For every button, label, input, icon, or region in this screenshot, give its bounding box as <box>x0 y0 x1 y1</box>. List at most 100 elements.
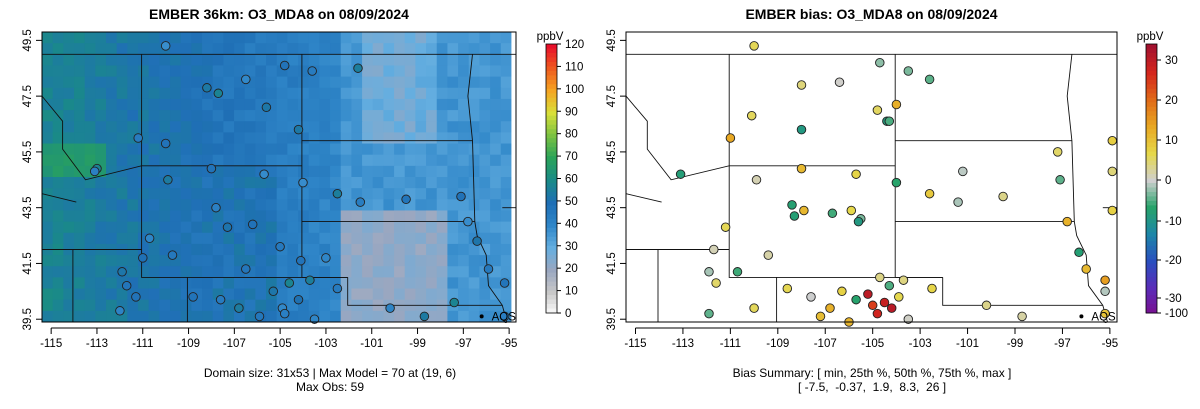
model-cell <box>308 210 320 223</box>
model-cell <box>276 76 288 89</box>
model-cell <box>394 32 406 44</box>
model-cell <box>170 43 182 55</box>
model-cell <box>106 210 118 223</box>
model-cell <box>191 177 203 189</box>
x-tick-label: -103 <box>909 338 932 350</box>
model-cell <box>202 310 214 322</box>
model-cell <box>372 310 384 322</box>
model-cell <box>116 310 128 322</box>
model-cell <box>276 98 288 111</box>
model-cell <box>362 266 374 278</box>
colorbar-swatch <box>1146 182 1157 188</box>
model-cell <box>362 54 374 67</box>
state-boundary <box>467 54 508 322</box>
model-cell <box>308 132 320 145</box>
model-cell <box>415 143 427 156</box>
model-cell <box>234 232 246 245</box>
model-cell <box>340 32 352 44</box>
model-cell <box>287 87 299 100</box>
model-cell <box>458 154 470 167</box>
model-cell <box>287 210 299 223</box>
model-cell <box>244 54 256 67</box>
model-cell <box>447 232 459 245</box>
model-cell <box>106 199 118 212</box>
colorbar-swatch <box>1146 200 1157 206</box>
model-cell <box>276 87 288 100</box>
model-cell <box>42 199 54 212</box>
colorbar-tick-label: -100 <box>1165 308 1188 320</box>
model-cell <box>436 43 449 55</box>
model-cell <box>490 65 502 78</box>
model-cell <box>180 199 192 212</box>
model-cell <box>266 87 278 100</box>
bias-point <box>746 110 757 121</box>
model-cell <box>426 154 438 167</box>
model-cell <box>95 121 107 133</box>
model-cell <box>415 76 427 89</box>
model-cell <box>148 98 160 111</box>
bias-point <box>704 308 714 319</box>
model-cell <box>500 110 513 122</box>
model-cell <box>479 143 491 156</box>
model-cell <box>234 110 246 122</box>
model-cell <box>276 266 288 278</box>
model-cell <box>42 98 54 111</box>
model-cell <box>223 87 235 100</box>
model-cell <box>212 210 224 223</box>
model-cell <box>127 165 139 178</box>
model-cell <box>404 76 416 89</box>
model-cell <box>340 199 352 212</box>
colorbar-swatch <box>546 147 557 153</box>
colorbar-swatch <box>546 200 557 206</box>
model-cell <box>458 32 470 44</box>
bias-point <box>1074 247 1084 258</box>
model-cell <box>63 110 75 122</box>
model-cell <box>84 65 96 78</box>
model-cell <box>490 132 502 145</box>
model-cell <box>159 76 171 89</box>
model-cell <box>106 65 118 78</box>
model-cell <box>234 132 246 145</box>
model-cell <box>468 255 481 267</box>
model-cell <box>447 132 459 145</box>
model-cell <box>383 210 395 223</box>
model-cell <box>490 110 502 122</box>
model-cell <box>330 76 342 89</box>
model-cell <box>138 32 150 44</box>
model-cell <box>170 243 182 256</box>
model-cell <box>330 299 342 312</box>
colorbar-swatch <box>1146 165 1157 171</box>
x-tick-label: -109 <box>766 338 789 350</box>
model-cell <box>351 221 363 234</box>
model-cell <box>340 221 352 234</box>
model-cell <box>404 65 416 78</box>
model-cell <box>330 199 342 212</box>
model-cell <box>404 188 416 200</box>
model-cell <box>234 165 246 178</box>
observation-point <box>499 278 510 288</box>
model-cell <box>52 87 64 100</box>
model-cell <box>287 54 299 67</box>
colorbar-swatch <box>546 223 557 229</box>
model-cell <box>500 32 513 44</box>
model-cell <box>383 132 395 145</box>
model-cell <box>42 277 54 290</box>
model-cell <box>138 154 150 167</box>
model-cell <box>372 76 384 89</box>
model-cell <box>426 87 438 100</box>
model-cell <box>404 232 416 245</box>
model-cell <box>479 177 491 189</box>
observation-point <box>332 188 343 199</box>
observation-point <box>213 88 224 99</box>
model-cell <box>468 76 481 89</box>
model-cell <box>148 32 160 44</box>
colorbar-swatch <box>546 178 557 184</box>
model-cell <box>84 199 96 212</box>
model-cell <box>404 199 416 212</box>
colorbar-swatch <box>546 79 557 85</box>
model-cell <box>159 65 171 78</box>
model-cell <box>404 43 416 55</box>
model-cell <box>52 210 64 223</box>
model-cell <box>298 310 310 322</box>
model-cell <box>394 143 406 156</box>
